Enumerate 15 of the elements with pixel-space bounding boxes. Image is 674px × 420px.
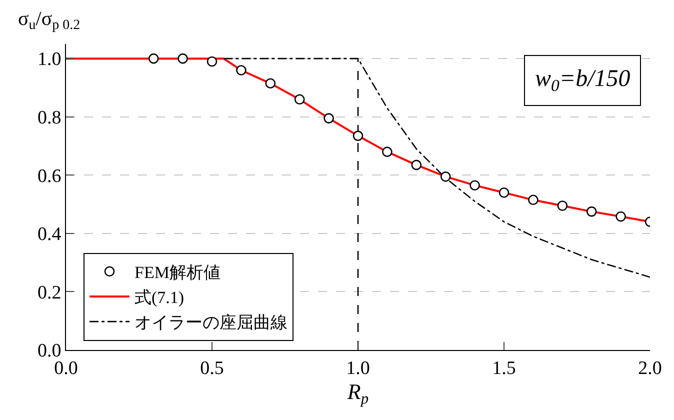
- y-tick-label: 0.4: [37, 224, 62, 246]
- legend-label: FEM解析値: [134, 263, 220, 282]
- y-tick-label: 0.6: [37, 166, 62, 187]
- x-tick-label: 0.5: [200, 358, 224, 379]
- annotation: w$_{0}$=b/150: [535, 66, 630, 96]
- x-tick-label: 1.0: [346, 358, 370, 379]
- x-axis-title: R$_{p}$: [346, 378, 369, 408]
- x-tick-label: 1.5: [492, 358, 516, 379]
- x-tick-label: 2.0: [638, 358, 662, 379]
- y-tick-label: 0.8: [37, 108, 62, 129]
- y-axis-title: σ$_{u}$/σ$_{p 0.2}$: [18, 8, 80, 34]
- y-tick-label: 0.2: [37, 282, 62, 304]
- legend-label: オイラーの座屈曲線: [134, 313, 288, 332]
- y-tick-label: 1.0: [37, 49, 62, 70]
- legend-label: 式(7.1): [134, 288, 184, 308]
